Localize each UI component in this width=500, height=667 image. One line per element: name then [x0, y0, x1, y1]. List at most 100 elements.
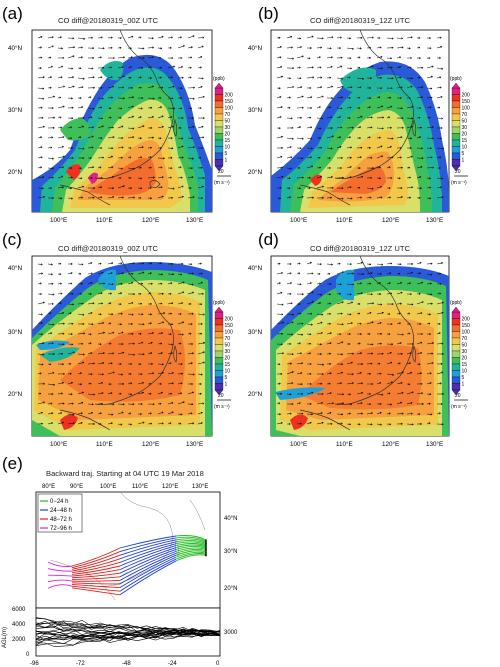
- trajectory-legend: 0−24 h 24−48 h 48−72 h 72−96 h: [37, 493, 83, 533]
- panel-a-unit: (ppb): [213, 76, 225, 82]
- panel-c-ref-value: 20: [218, 393, 224, 399]
- lon-tick-110e: 110°E: [336, 216, 353, 224]
- y-tick-6000: 6000: [12, 607, 26, 613]
- lat-tick-40n: 40°N: [248, 44, 263, 52]
- panel-a-ref-unit: (m s⁻¹): [214, 180, 230, 186]
- colorbar-level-label: 70: [225, 336, 231, 342]
- lat-tick-40n: 40°N: [248, 264, 263, 272]
- lon-tick-110e: 110°E: [96, 216, 113, 224]
- colorbar-level-label: 15: [225, 362, 231, 368]
- panel-c-axes: 40°N 30°N 20°N 100°E 110°E 120°E 130°E: [8, 264, 203, 448]
- panel-e: (e) Backward traj. Starting at 04 UTC 19…: [2, 454, 238, 667]
- colorbar-level-label: 1: [462, 381, 465, 387]
- colorbar-level-label: 70: [225, 112, 231, 118]
- panel-b-letter: (b): [258, 4, 279, 23]
- colorbar-level-label: 30: [225, 349, 231, 355]
- colorbar-level-label: 50: [225, 342, 231, 348]
- lon-tick-110e: 110°E: [336, 440, 353, 448]
- colorbar-level-label: 70: [462, 336, 468, 342]
- colorbar-level-label: 5: [462, 151, 465, 157]
- lat-tick-20n: 20°N: [224, 586, 237, 592]
- x-tick-neg96: -96: [30, 661, 39, 667]
- colorbar-level-label: 15: [462, 362, 468, 368]
- panel-c-map: [31, 255, 213, 437]
- panel-d-ref-unit: (m s⁻¹): [451, 404, 467, 410]
- colorbar-level-label: 5: [225, 375, 228, 381]
- colorbar-level-label: 150: [462, 323, 471, 329]
- colorbar-level-label: 1: [225, 381, 228, 387]
- colorbar-level-label: 100: [462, 105, 471, 111]
- colorbar-level-label: 150: [462, 99, 471, 105]
- panel-a-map: [31, 29, 213, 213]
- panel-b-axes: 40°N 30°N 20°N 100°E 110°E 120°E 130°E: [248, 44, 443, 224]
- lon-tick-120e: 120°E: [382, 440, 399, 448]
- panel-c-unit: (ppb): [213, 300, 225, 306]
- panel-a-title: CO diff@20180319_00Z UTC: [58, 16, 159, 25]
- colorbar-level-label: 200: [225, 92, 234, 98]
- height-right-label: 3000: [224, 630, 238, 636]
- lat-tick-40n: 40°N: [8, 264, 23, 272]
- panel-d-reference-vector: 20 (m s⁻¹): [451, 393, 468, 410]
- panel-d-ref-value: 20: [455, 393, 461, 399]
- colorbar-level-label: 10: [462, 368, 468, 374]
- lon-tick-100e: 100°E: [50, 440, 67, 448]
- legend-72-96h: 72−96 h: [50, 526, 72, 532]
- panel-d-axes: 40°N 30°N 20°N 100°E 110°E 120°E 130°E: [248, 264, 443, 448]
- panel-d-letter: (d): [258, 230, 279, 249]
- lat-tick-40n: 40°N: [8, 44, 23, 52]
- height-trajectory-lines: [35, 617, 221, 647]
- panel-a-ref-value: 20: [218, 169, 224, 175]
- panel-b-title: CO diff@20180319_12Z UTC: [310, 16, 411, 25]
- legend-0-24h: 0−24 h: [50, 499, 69, 505]
- panel-e-letter: (e): [2, 454, 23, 473]
- lon-tick-100e: 100°E: [50, 216, 67, 224]
- panel-a-reference-vector: 20 (m s⁻¹): [214, 169, 231, 186]
- colorbar-level-label: 200: [462, 92, 471, 98]
- lon-tick-120e: 120°E: [162, 484, 178, 490]
- lat-tick-20n: 20°N: [248, 168, 263, 176]
- panel-c-reference-vector: 20 (m s⁻¹): [214, 393, 231, 410]
- y-tick-4000: 4000: [12, 622, 26, 628]
- lon-tick-100e: 100°E: [290, 440, 307, 448]
- panel-e-title: Backward traj. Starting at 04 UTC 19 Mar…: [46, 469, 204, 478]
- panel-a-letter: (a): [2, 4, 23, 23]
- panel-c-title: CO diff@20180319_00Z UTC: [58, 244, 159, 253]
- colorbar-level-label: 100: [462, 329, 471, 335]
- colorbar-level-label: 20: [462, 355, 468, 361]
- lon-tick-100e: 100°E: [290, 216, 307, 224]
- panel-b-unit: (ppb): [450, 76, 462, 82]
- colorbar-level-label: 10: [225, 368, 231, 374]
- x-tick-neg48: -48: [122, 661, 131, 667]
- lat-tick-30n: 30°N: [8, 328, 23, 336]
- lon-tick-100e: 100°E: [100, 484, 116, 490]
- lat-tick-30n: 30°N: [248, 106, 263, 114]
- panel-b-reference-vector: 20 (m s⁻¹): [451, 169, 468, 186]
- colorbar-level-label: 50: [225, 118, 231, 124]
- panel-d-unit: (ppb): [450, 300, 462, 306]
- colorbar-level-label: 5: [462, 375, 465, 381]
- colorbar-level-label: 30: [462, 349, 468, 355]
- trajectory-map: 0−24 h 24−48 h 48−72 h 72−96 h: [35, 491, 221, 609]
- colorbar-level-label: 15: [225, 138, 231, 144]
- colorbar-level-label: 150: [225, 99, 234, 105]
- x-tick-neg24: -24: [168, 661, 177, 667]
- lon-tick-120e: 120°E: [382, 216, 399, 224]
- height-panel: 6000 4000 2000 0 AGL(m) 3000 -96 -72 -48…: [2, 607, 238, 667]
- colorbar-level-label: 10: [462, 144, 468, 150]
- colorbar-level-label: 10: [225, 144, 231, 150]
- lon-tick-130e: 130°E: [426, 216, 443, 224]
- panel-c-letter: (c): [2, 230, 22, 249]
- lon-tick-90e: 90°E: [70, 484, 83, 490]
- legend-48-72h: 48−72 h: [50, 517, 72, 523]
- lon-tick-130e: 130°E: [426, 440, 443, 448]
- panel-d-map: [270, 255, 450, 437]
- panel-d-title: CO diff@20180319_12Z UTC: [310, 244, 411, 253]
- colorbar-level-label: 200: [462, 316, 471, 322]
- panel-e-lat-ticks: 40°N 30°N 20°N: [224, 516, 237, 592]
- panel-a-axes: 40°N 30°N 20°N 100°E 110°E 120°E 130°E: [8, 44, 203, 224]
- colorbar-level-label: 30: [225, 125, 231, 131]
